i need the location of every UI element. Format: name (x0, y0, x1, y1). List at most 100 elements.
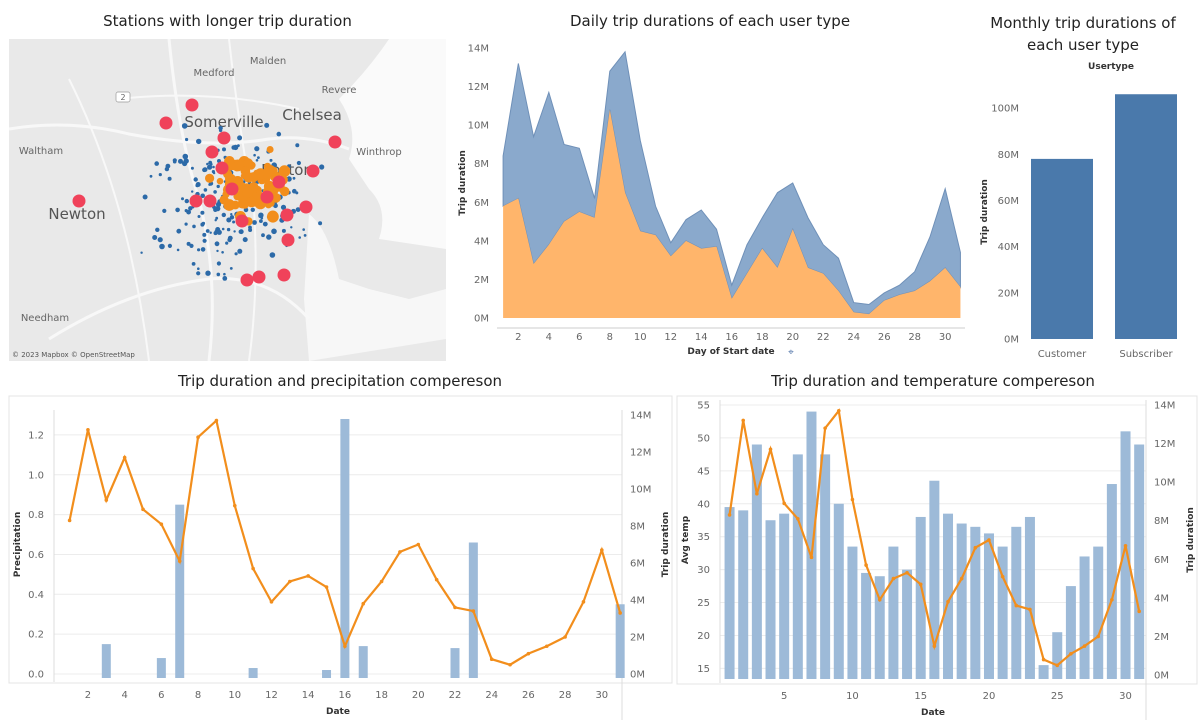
station-dot-subscriber (254, 146, 260, 152)
map-place-label: Malden (250, 56, 286, 67)
bar (358, 646, 368, 678)
station-dot-subscriber (238, 229, 244, 235)
line-point (343, 644, 347, 649)
y-right-tick-label: 2M (1154, 632, 1169, 643)
x-tick-label: 4 (546, 332, 552, 343)
station-dot-subscriber (264, 122, 270, 128)
x-axis-title: Day of Start date (687, 347, 774, 357)
daily-chart-title: Daily trip durations of each user type (569, 12, 851, 30)
map-place-label: Waltham (19, 146, 63, 157)
station-dot-customer (263, 180, 275, 192)
station-dot-subscriber (200, 210, 205, 215)
line-point (946, 599, 950, 604)
bar (322, 670, 332, 678)
station-dot-subscriber (248, 225, 252, 230)
station-dot-subscriber (252, 220, 257, 225)
y-tick-label: 80M (998, 150, 1019, 161)
station-dot-subscriber (318, 221, 323, 226)
station-dot-subscriber (186, 209, 192, 215)
y-right-tick-label: 8M (630, 522, 645, 533)
station-dot-long-trip (72, 194, 86, 208)
bar (175, 504, 185, 678)
bar (1011, 526, 1022, 679)
map-harbor-water (339, 39, 446, 249)
line-point (398, 550, 402, 554)
station-dot-subscriber (237, 248, 243, 254)
station-dot-subscriber (196, 271, 201, 276)
map-bay-water (304, 214, 446, 361)
bar (943, 513, 954, 679)
station-dot-long-trip (225, 182, 239, 196)
map-road (68, 78, 150, 362)
bar (902, 569, 913, 679)
y-tick-label: 0.8 (28, 510, 44, 521)
x-tick-label: 24 (847, 332, 860, 343)
y-right-tick-label: 0M (1154, 671, 1169, 682)
x-tick-label: 10 (846, 691, 859, 702)
bar (915, 516, 926, 679)
map-canvas[interactable]: 2 Malden Medford Revere Chelsea Somerville Wa… (8, 38, 446, 362)
y-tick-label: 0.4 (28, 590, 44, 601)
station-dot-long-trip (281, 233, 295, 247)
bar (806, 411, 817, 679)
chart-frame (676, 395, 1198, 685)
line-point (544, 644, 549, 649)
station-dot-subscriber (223, 272, 226, 276)
bar (751, 444, 762, 679)
line-point (508, 662, 512, 667)
station-dot-long-trip (260, 190, 274, 204)
map-place-label: Needham (21, 313, 69, 324)
bar (970, 526, 981, 679)
station-dot-subscriber (227, 235, 233, 241)
station-dot-subscriber (212, 165, 215, 169)
bar (833, 503, 844, 679)
temp-combo-chart: 15 20 25 30 35 40 45 50 55 0M 2M 4M 6M 8M 10M 12M 14M 5 10… (676, 395, 1198, 720)
x-tick-label: 14 (695, 332, 708, 343)
station-dot-subscriber (186, 241, 191, 246)
line-point (361, 601, 366, 606)
station-dot-subscriber (216, 229, 222, 235)
station-dot-subscriber (193, 177, 198, 182)
line-point (768, 447, 773, 452)
line-point (850, 497, 855, 502)
temp-chart-title: Trip duration and temperature compereson (771, 372, 1095, 390)
x-tick-label: 28 (908, 332, 921, 343)
station-dot-subscriber (181, 123, 188, 129)
station-dot-subscriber (192, 224, 196, 229)
x-tick-label: 2 (85, 690, 91, 701)
map-attribution: © 2023 Mapbox © OpenStreetMap (12, 351, 135, 359)
x-tick-label: 18 (756, 332, 769, 343)
station-dot-subscriber (213, 190, 217, 194)
station-dot-subscriber (215, 216, 219, 220)
x-tick-label: 8 (195, 690, 201, 701)
y-right-tick-label: 12M (1154, 439, 1175, 450)
line-point (269, 600, 274, 604)
station-map[interactable]: 2 Malden Medford Revere Chelsea Somerville Wa… (8, 38, 446, 362)
line-point (122, 455, 127, 460)
bar-subscriber (1115, 94, 1177, 339)
y-tick-label: 45 (697, 466, 710, 477)
station-dot-long-trip (189, 194, 203, 208)
station-dot-subscriber (232, 144, 239, 151)
bar (765, 520, 776, 679)
bar (929, 480, 940, 679)
station-dot-customer (230, 162, 239, 171)
station-dot-customer (278, 165, 291, 177)
line-point (877, 597, 882, 602)
x-axis-title: Date (921, 708, 945, 718)
station-dot-subscriber (140, 251, 143, 254)
x-tick-label: 28 (559, 690, 572, 701)
y-right-tick-label: 4M (1154, 593, 1169, 604)
line-point (918, 582, 923, 587)
bar (1024, 516, 1035, 679)
station-dot-subscriber (226, 217, 232, 223)
x-tick-label: 6 (576, 332, 582, 343)
line-point (1110, 597, 1114, 602)
station-dot-subscriber (234, 252, 238, 256)
y-right-tick-label: 12M (630, 448, 651, 459)
x-tick-label: 18 (375, 690, 388, 701)
x-tick-label: 15 (914, 691, 927, 702)
station-dot-subscriber (214, 219, 217, 222)
station-dot-subscriber (205, 229, 210, 233)
station-dot-subscriber (229, 267, 233, 270)
